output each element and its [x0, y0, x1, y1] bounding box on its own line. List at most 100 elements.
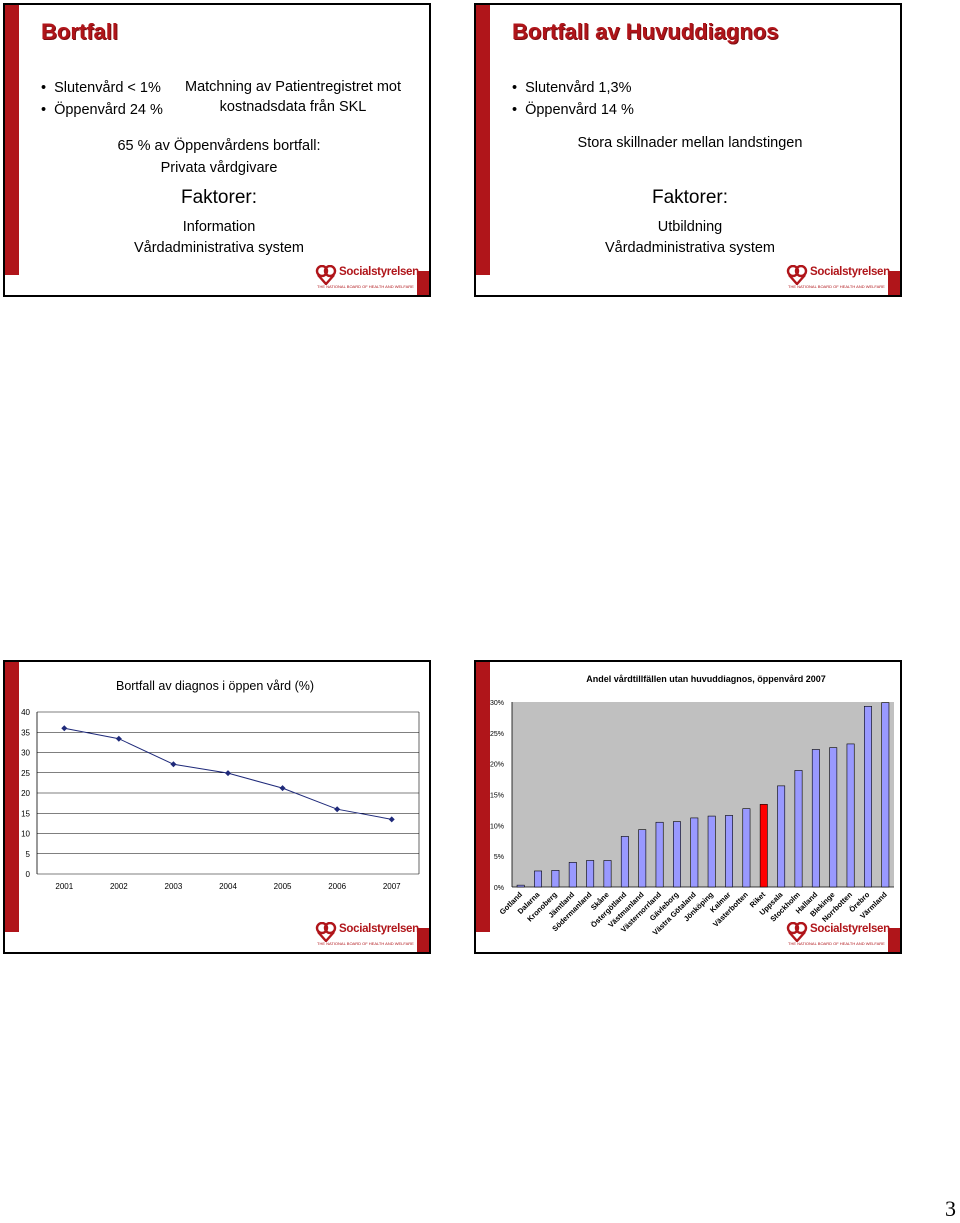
bar [655, 821, 664, 888]
bar [603, 860, 612, 888]
slide-line-chart: Bortfall av diagnos i öppen vård (%) 0 5 1… [3, 660, 431, 954]
slide-bortfall: Bortfall Slutenvård < 1% Öppenvård 24 % … [3, 3, 431, 297]
factor-item: Utbildning [657, 219, 723, 235]
share-line: 65 % av Öppenvårdens bortfall: [117, 138, 321, 154]
data-point [334, 806, 341, 813]
bar-chart: 0%5%10%15%20%25%30%GotlandDalarnaKronobe… [490, 700, 894, 937]
data-point [279, 785, 286, 792]
bullet-list: Slutenvård < 1% Öppenvård 24 % [41, 77, 163, 121]
y-tick-label: 20% [490, 762, 504, 769]
bar [864, 706, 872, 888]
bullet-list: Slutenvård 1,3% Öppenvård 14 % [512, 77, 634, 121]
line-chart: 0 5 10 15 20 25 30 35 40 2001 2002 2003 2004 2005 2006… [21, 708, 420, 891]
y-tick-label: 20 [21, 789, 30, 798]
chart-title: Andel vårdtillfällen utan huvuddiagnos, … [586, 674, 826, 684]
y-tick-label: 0 [26, 870, 31, 879]
y-tick-label: 35 [21, 728, 30, 737]
y-tick-label: 40 [21, 708, 30, 717]
bar [551, 870, 560, 888]
y-tick-label: 10 [21, 830, 30, 839]
footer-accent [417, 271, 429, 295]
socialstyrelsen-emblem-icon [786, 265, 808, 285]
y-tick-label: 25% [490, 731, 504, 738]
slide-title: Bortfall [41, 19, 118, 44]
bar [725, 815, 733, 888]
logo-name: Socialstyrelsen [339, 266, 419, 278]
page-number: 3 [945, 1196, 956, 1221]
bar [794, 770, 803, 888]
bar [829, 747, 838, 888]
y-tick-label: 15% [490, 793, 504, 800]
factors-heading: Faktorer: [651, 187, 729, 208]
x-tick-label: 2001 [55, 882, 73, 891]
y-tick-label: 10% [490, 823, 504, 830]
y-tick-label: 30 [21, 749, 30, 758]
x-tick-label: 2002 [110, 882, 128, 891]
slide-accent-bar [5, 662, 19, 932]
bar [568, 862, 577, 888]
bar [777, 785, 786, 888]
logo-subtitle: THE NATIONAL BOARD OF HEALTH AND WELFARE [788, 284, 885, 289]
socialstyrelsen-logo: Socialstyrelsen THE NATIONAL BOARD OF HE… [315, 922, 419, 948]
factor-item: Information [182, 219, 256, 235]
x-tick-label: 2007 [383, 882, 401, 891]
note-text: Stora skillnader mellan landstingen [577, 135, 803, 151]
bar [690, 817, 699, 888]
socialstyrelsen-emblem-icon [786, 922, 808, 942]
socialstyrelsen-logo: Socialstyrelsen THE NATIONAL BOARD OF HE… [786, 265, 890, 291]
logo-name: Socialstyrelsen [339, 923, 419, 935]
bar [516, 884, 525, 888]
bullet-item: Slutenvård 1,3% [512, 77, 634, 99]
data-point [388, 816, 395, 823]
side-note-line: Matchning av Patientregistret mot [185, 79, 401, 95]
logo-subtitle: THE NATIONAL BOARD OF HEALTH AND WELFARE [317, 284, 414, 289]
y-tick-label: 5% [494, 854, 504, 861]
chart-title: Bortfall av diagnos i öppen vård (%) [115, 679, 315, 693]
bar [586, 860, 595, 888]
bar [638, 829, 647, 888]
footer-accent [888, 271, 900, 295]
slide-bortfall-huvuddiagnos: Bortfall av Huvuddiagnos Slutenvård 1,3%… [474, 3, 902, 297]
footer-accent [888, 928, 900, 952]
bar [534, 870, 542, 888]
data-point [170, 761, 177, 768]
bar [673, 821, 681, 888]
y-tick-label: 0% [494, 885, 504, 892]
data-point [225, 770, 231, 777]
socialstyrelsen-logo: Socialstyrelsen THE NATIONAL BOARD OF HE… [315, 265, 419, 291]
x-tick-label: 2006 [328, 882, 346, 891]
logo-subtitle: THE NATIONAL BOARD OF HEALTH AND WELFARE [788, 941, 885, 946]
slide-accent-bar [476, 5, 490, 275]
socialstyrelsen-emblem-icon [315, 265, 337, 285]
data-point [115, 735, 122, 742]
side-note-line: kostnadsdata från SKL [219, 99, 367, 115]
bar [742, 808, 751, 888]
slide-accent-bar [5, 5, 19, 275]
x-tick-label: 2004 [219, 882, 237, 891]
bar [759, 804, 768, 888]
x-tick-label: 2003 [165, 882, 183, 891]
bar [620, 836, 629, 888]
socialstyrelsen-logo: Socialstyrelsen THE NATIONAL BOARD OF HE… [786, 922, 890, 948]
share-text: 65 % av Öppenvårdens bortfall: Privata v… [19, 135, 419, 179]
slide-accent-bar [476, 662, 490, 932]
bullet-item: Öppenvård 14 % [512, 99, 634, 121]
factor-item: Vårdadministrativa system [133, 240, 305, 256]
socialstyrelsen-emblem-icon [315, 922, 337, 942]
factors-heading: Faktorer: [180, 187, 258, 208]
slide-title: Bortfall av Huvuddiagnos [512, 19, 779, 44]
footer-accent [417, 928, 429, 952]
data-point [61, 725, 68, 732]
x-tick-label: 2005 [274, 882, 292, 891]
y-tick-label: 30% [490, 700, 504, 707]
bar [846, 743, 855, 888]
logo-name: Socialstyrelsen [810, 266, 890, 278]
slide-bar-chart: Andel vårdtillfällen utan huvuddiagnos, … [474, 660, 902, 954]
y-tick-label: 15 [21, 809, 30, 818]
factor-item: Vårdadministrativa system [604, 240, 776, 256]
logo-subtitle: THE NATIONAL BOARD OF HEALTH AND WELFARE [317, 941, 414, 946]
bar [707, 815, 716, 888]
y-tick-label: 25 [21, 769, 30, 778]
share-line: Privata vårdgivare [160, 160, 278, 176]
factors-list: Utbildning Vårdadministrativa system [490, 217, 890, 259]
